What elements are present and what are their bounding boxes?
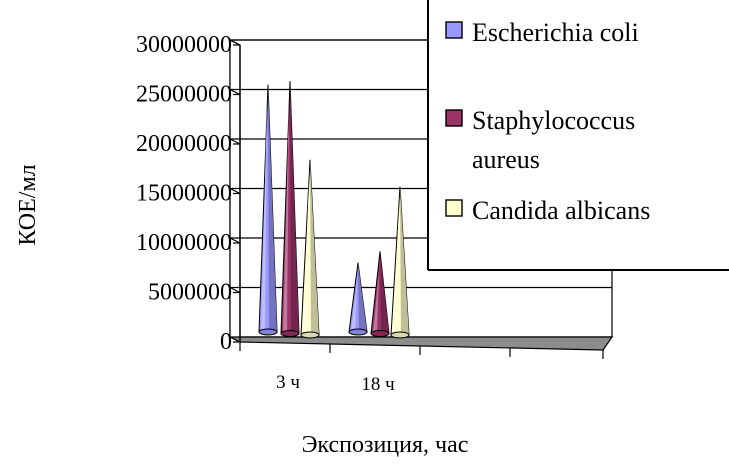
y-axis-title: КОЕ/мл (15, 164, 41, 245)
cone-highlight (303, 179, 309, 335)
cone-shade (310, 159, 319, 335)
legend-label: Escherichia coli (472, 18, 639, 47)
y-tick-label: 5000000 (148, 280, 232, 306)
cone-highlight (351, 282, 357, 332)
y-tick-label: 20000000 (136, 131, 232, 157)
legend-box (428, 0, 729, 270)
gridline-side (229, 286, 241, 294)
cone-base (348, 328, 368, 336)
legend-swatch (445, 21, 463, 39)
x-tick-label: 18 ч (361, 374, 395, 395)
floor (229, 336, 614, 351)
cone-shade (400, 186, 409, 335)
cone-shade (268, 84, 277, 332)
cones (258, 81, 410, 339)
legend: Escherichia coli Staphylococcus aureus Cand… (427, 0, 729, 271)
gridline-side (229, 187, 241, 195)
cone-base (370, 330, 390, 337)
legend-swatch (445, 109, 463, 127)
y-tick-label: 15000000 (136, 181, 232, 207)
cone-base (258, 328, 278, 336)
gridline-side (229, 39, 241, 46)
cone-highlight (261, 104, 267, 332)
cone-highlight (393, 206, 399, 335)
cone-base (300, 331, 320, 339)
y-tick-label: 0 (220, 329, 232, 355)
gridline-side (229, 88, 241, 96)
cone-highlight (373, 271, 379, 334)
cone-shade (358, 262, 367, 332)
y-tick-label: 10000000 (136, 230, 232, 256)
legend-label: Staphylococcus aureus (472, 106, 635, 174)
gridline-side (229, 237, 241, 244)
legend-swatch (445, 199, 463, 217)
cone-shade (380, 251, 389, 334)
y-tick-label: 25000000 (136, 82, 232, 108)
cone-shade (290, 81, 299, 334)
cone-base (280, 330, 300, 337)
axes: 0 5000000 10000000 15000000 20000000 25000000… (136, 32, 604, 395)
y-tick-label: 30000000 (136, 32, 232, 58)
x-axis-title: Экспозиция, час (302, 432, 469, 458)
legend-label: Candida albicans (472, 196, 650, 225)
x-tick-label: 3 ч (276, 372, 300, 393)
cone-highlight (283, 101, 289, 334)
gridline-side (229, 138, 241, 145)
cone-base (390, 331, 410, 339)
